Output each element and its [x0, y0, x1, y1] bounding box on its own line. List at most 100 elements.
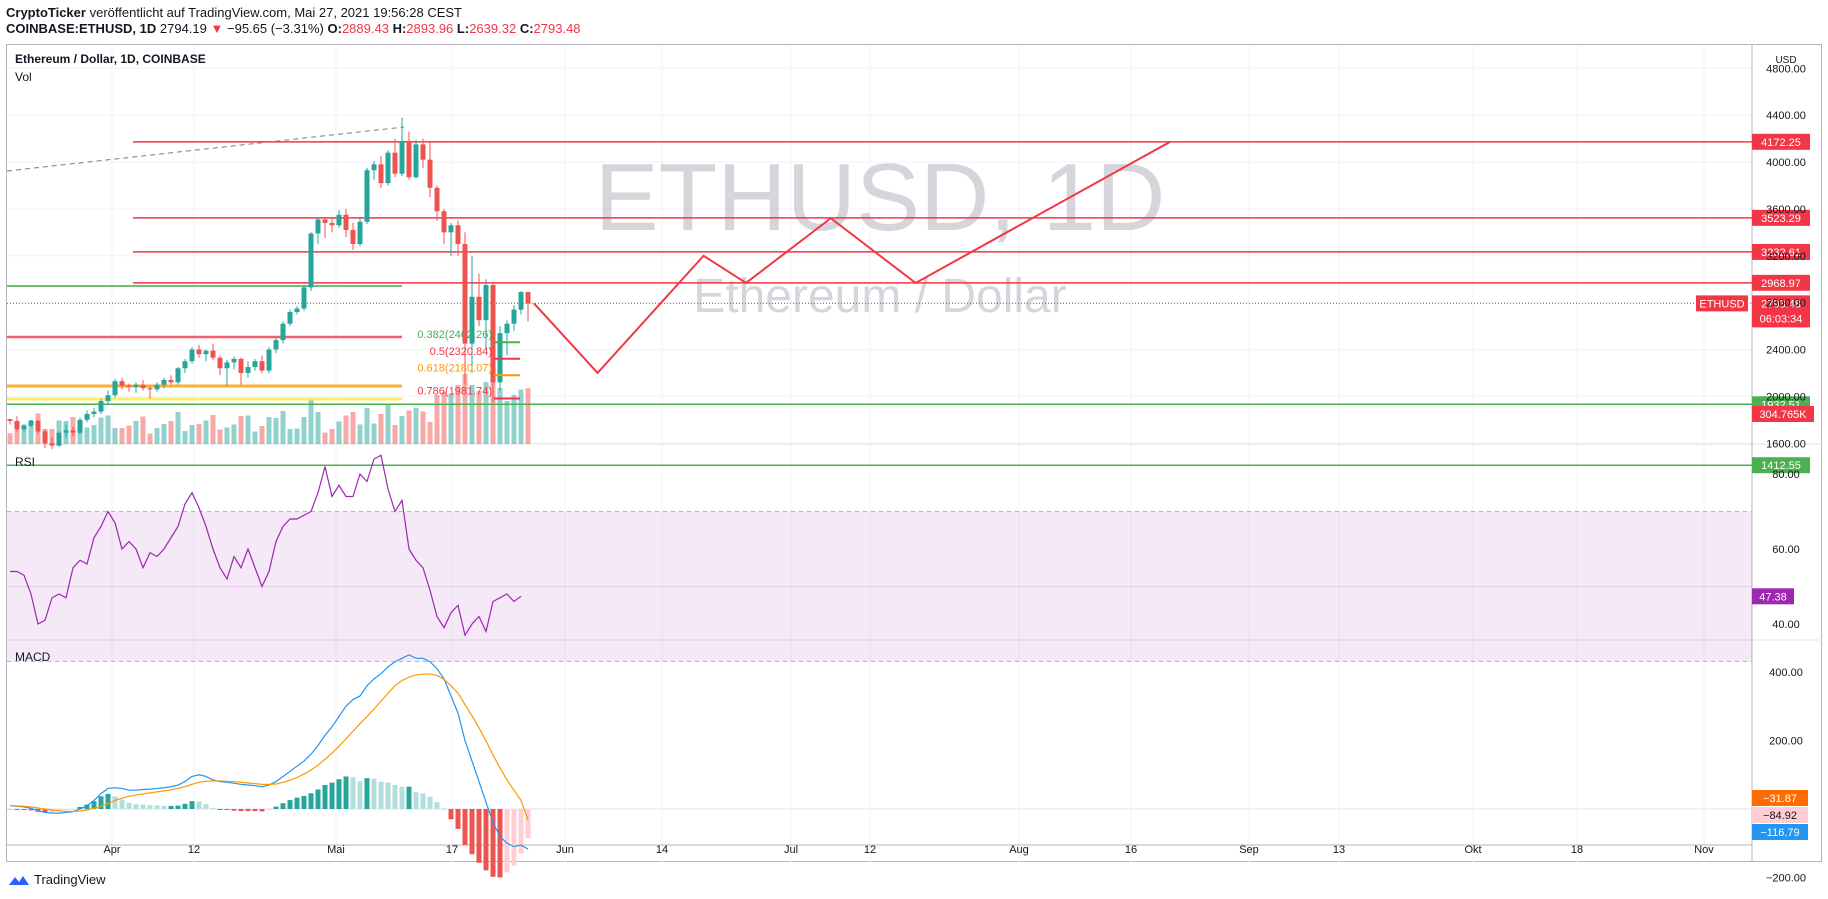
- candle-body: [112, 381, 118, 396]
- macd-histogram-bar: [224, 809, 230, 811]
- macd-histogram-bar: [469, 809, 475, 855]
- publish-info: CryptoTicker veröffentlicht auf TradingV…: [6, 5, 462, 20]
- macd-histogram-bar: [21, 809, 27, 810]
- publisher-name[interactable]: CryptoTicker: [6, 5, 86, 20]
- projection-path: [533, 140, 1171, 375]
- candle-body: [196, 349, 202, 355]
- countdown-label: 06:03:34: [1760, 313, 1803, 325]
- macd-histogram-bar: [385, 782, 391, 809]
- candle-body: [350, 229, 356, 245]
- time-tick: Nov: [1694, 844, 1714, 856]
- candle-body: [126, 385, 132, 387]
- candle-body: [133, 384, 139, 387]
- fib-label: 0.382(2462.26): [417, 329, 492, 341]
- volume-bar: [406, 410, 412, 444]
- change-value: −95.65 (−3.31%): [227, 21, 324, 36]
- volume-bar: [105, 415, 111, 444]
- level-label: 2968.97: [1761, 278, 1801, 290]
- volume-bar: [119, 428, 125, 444]
- last-price: 2794.19: [159, 21, 207, 36]
- volume-bar: [224, 427, 230, 444]
- volume-bar: [301, 417, 307, 444]
- trend-line-dashed: [6, 126, 405, 172]
- macd-histogram-bar: [420, 793, 426, 809]
- time-tick: Mai: [327, 844, 345, 856]
- price-tick: 2800.00: [1766, 298, 1806, 310]
- candle-body: [427, 159, 433, 188]
- macd-histogram-bar: [28, 809, 34, 811]
- candle-body: [119, 381, 125, 386]
- candle-body: [315, 219, 321, 234]
- candle-body: [84, 413, 90, 420]
- volume-bar: [49, 429, 55, 444]
- change-arrow-icon: ▼: [210, 21, 224, 36]
- candle-body: [322, 219, 328, 223]
- candle-body: [287, 312, 293, 324]
- published-text: veröffentlicht auf TradingView.com, Mai …: [89, 5, 462, 20]
- fib-label: 0.5(2320.84): [430, 346, 492, 358]
- macd-histogram-bar: [133, 804, 139, 809]
- macd-histogram-bar: [147, 805, 153, 809]
- candle-body: [175, 368, 181, 383]
- candle-body: [98, 401, 104, 412]
- footer[interactable]: TradingView: [8, 872, 106, 887]
- time-tick: 13: [1333, 844, 1345, 856]
- macd-histogram-bar: [91, 801, 97, 809]
- candle-body: [28, 420, 34, 426]
- macd-histogram-bar: [70, 809, 76, 810]
- close-label: C:: [519, 21, 534, 36]
- candle-body: [217, 357, 223, 369]
- candle-body: [161, 379, 167, 385]
- volume-bar: [210, 415, 216, 444]
- symbol-tag-label: ETHUSD: [1699, 298, 1744, 310]
- candle-body: [245, 367, 251, 373]
- volume-bar: [371, 423, 377, 444]
- candle-body: [56, 432, 62, 446]
- macd-histogram-bar: [203, 804, 209, 809]
- candle-body: [168, 379, 174, 383]
- close-value: 2793.48: [533, 21, 581, 36]
- macd-tick: 400.00: [1769, 667, 1803, 679]
- macd-histogram-bar: [182, 803, 188, 809]
- time-tick: 17: [446, 844, 458, 856]
- candle-body: [469, 296, 475, 344]
- volume-bar: [413, 408, 419, 444]
- macd-histogram-bar: [266, 809, 272, 810]
- macd-histogram-bar: [476, 809, 482, 863]
- time-tick: 16: [1125, 844, 1137, 856]
- macd-histogram-bar: [84, 804, 90, 809]
- macd-histogram-bar: [287, 800, 293, 809]
- price-tick: 3600.00: [1766, 204, 1806, 216]
- volume-bar: [455, 385, 461, 444]
- macd-histogram-bar: [42, 809, 48, 813]
- volume-bar: [196, 424, 202, 444]
- volume-bar: [14, 426, 20, 444]
- volume-label: 304.765K: [1759, 409, 1807, 421]
- high-value: 2893.96: [406, 21, 454, 36]
- legend-macd: MACD: [15, 650, 51, 664]
- price-tick: 1600.00: [1766, 438, 1806, 450]
- rsi-tick: 80.00: [1772, 469, 1800, 481]
- macd-histogram-bar: [161, 805, 167, 809]
- watermark-symbol: ETHUSD, 1D: [595, 144, 1166, 251]
- macd-histogram-bar: [168, 805, 174, 809]
- candle-body: [378, 164, 384, 184]
- candle-body: [525, 292, 531, 304]
- macd-histogram-bar: [98, 796, 104, 809]
- currency-label: USD: [1775, 55, 1796, 66]
- volume-bar: [77, 428, 83, 444]
- rsi-tag: [1752, 588, 1794, 605]
- volume-bar: [147, 433, 153, 444]
- candle-body: [511, 309, 517, 324]
- volume-bar: [189, 425, 195, 444]
- candle-body: [42, 431, 48, 444]
- candle-body: [35, 420, 41, 432]
- macd-histogram-bar: [7, 809, 13, 810]
- macd-histogram-bar: [511, 809, 517, 866]
- volume-bar: [315, 412, 321, 444]
- candle-body: [154, 384, 160, 390]
- level-tag: [1752, 209, 1810, 226]
- candle-body: [343, 214, 349, 230]
- candle-body: [336, 214, 342, 226]
